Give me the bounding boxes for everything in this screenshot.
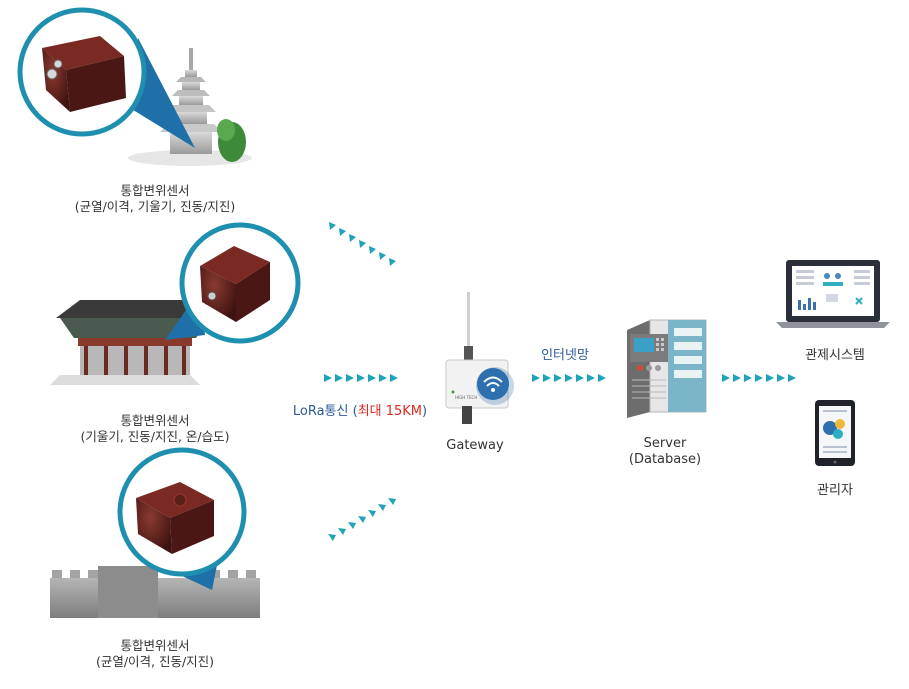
internet-label: 인터넷망	[541, 348, 589, 363]
arrows-from-sensor-3	[328, 498, 396, 541]
gateway-device	[445, 292, 514, 424]
sensor-3-title: 통합변위센서	[120, 638, 190, 653]
server-label: Server (Database)	[615, 436, 715, 468]
sensor-2-title: 통합변위센서	[120, 413, 190, 428]
sensor-3-detail: (균열/이격, 진동/지진)	[95, 654, 215, 669]
admin-label: 관리자	[817, 483, 853, 498]
lora-label: LoRa통신 (최대 15KM)	[280, 400, 440, 419]
sensor-1-title: 통합변위센서	[120, 183, 190, 198]
lora-range: 최대 15KM	[357, 404, 423, 419]
sensor-1-caption: 통합변위센서 (균열/이격, 기울기, 진동/지진)	[45, 183, 265, 215]
lora-prefix: LoRa통신 (	[292, 404, 358, 419]
admin-tablet	[815, 400, 855, 466]
sensor-2-caption: 통합변위센서 (기울기, 진동/지진, 온/습도)	[35, 413, 275, 445]
arrows-from-sensor-2	[324, 374, 398, 382]
wall-scene	[50, 566, 260, 618]
server-label-line1: Server	[643, 436, 687, 451]
server-label-line2: (Database)	[628, 452, 702, 467]
gateway-label: Gateway	[446, 438, 504, 453]
sensor-pin-2	[165, 222, 301, 344]
lora-suffix: )	[422, 404, 428, 419]
sensor-3-caption: 통합변위센서 (균열/이격, 진동/지진)	[45, 638, 265, 670]
monitoring-label: 관제시스템	[805, 348, 865, 363]
arrows-server-to-clients	[722, 374, 796, 382]
monitoring-laptop	[776, 260, 890, 328]
sensor-pin-3	[117, 447, 247, 590]
sensor-box-3	[136, 482, 214, 554]
sensor-pin-1	[17, 7, 195, 148]
sensor-box-2	[200, 246, 270, 322]
sensor-1-detail: (균열/이격, 기울기, 진동/지진)	[74, 199, 236, 214]
sensor-box-1	[42, 36, 126, 112]
arrows-from-sensor-1	[329, 222, 396, 266]
server-device	[627, 319, 707, 418]
sensor-2-detail: (기울기, 진동/지진, 온/습도)	[80, 429, 230, 444]
gateway-brand: HIGH TECH	[455, 395, 478, 400]
arrows-gateway-to-server	[532, 374, 606, 382]
